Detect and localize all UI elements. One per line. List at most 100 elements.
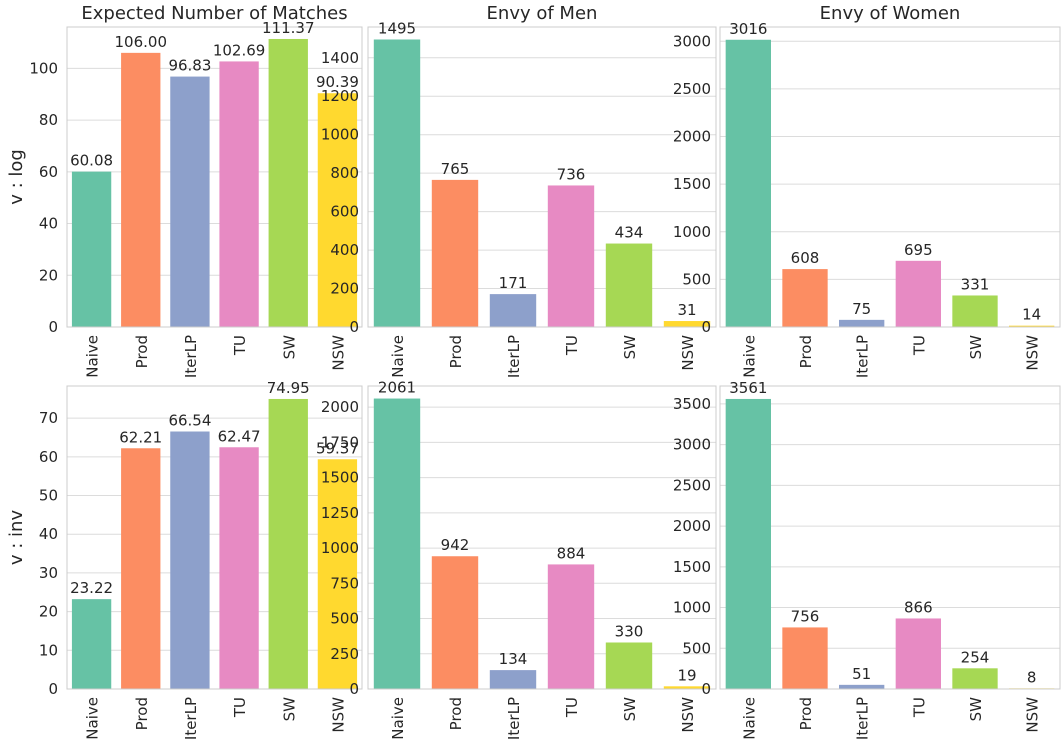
- x-tick-label: SW: [967, 335, 985, 360]
- axes-frame: [367, 385, 717, 690]
- bar-nsw: [663, 686, 711, 689]
- y-tick-label: 0: [349, 680, 359, 698]
- y-tick-label: 20: [39, 603, 58, 621]
- data-label: 106.00: [115, 33, 168, 51]
- y-tick-label: 2500: [673, 80, 711, 98]
- bar-nsw: [317, 459, 358, 689]
- axes-frame: [719, 385, 1061, 690]
- y-tick-label: 60: [39, 448, 58, 466]
- y-tick-label: 1000: [321, 539, 359, 557]
- data-label: 75: [852, 300, 871, 318]
- bar-sw: [952, 295, 998, 327]
- y-tick-label: 100: [29, 59, 58, 77]
- bar-prod: [431, 179, 479, 327]
- data-label: 60.08: [70, 152, 113, 170]
- x-tick-label: NSW: [1024, 697, 1042, 733]
- axes-frame: [66, 26, 363, 328]
- bar-nsw: [1009, 325, 1055, 327]
- bar-nsw: [317, 93, 358, 327]
- bar-naive: [373, 39, 421, 327]
- x-tick-label: Naive: [740, 697, 758, 740]
- y-tick-label: 1500: [673, 558, 711, 576]
- y-tick-label: 2000: [321, 398, 359, 416]
- bar-naive: [373, 398, 421, 689]
- data-label: 102.69: [213, 41, 266, 59]
- bar-sw: [605, 642, 653, 689]
- bar-iterlp: [170, 76, 210, 328]
- data-label: 134: [499, 650, 528, 668]
- y-tick-label: 2500: [673, 476, 711, 494]
- y-tick-label: 1000: [673, 599, 711, 617]
- x-tick-label: NSW: [329, 335, 347, 371]
- y-tick-label: 0: [701, 318, 711, 336]
- bar-iterlp: [489, 670, 537, 689]
- subplot-title: Expected Number of Matches: [81, 3, 347, 24]
- y-tick-label: 0: [701, 680, 711, 698]
- x-tick-label: NSW: [329, 697, 347, 733]
- bar-sw: [268, 38, 308, 328]
- x-tick-label: TU: [910, 697, 928, 718]
- bar-naive: [725, 398, 771, 689]
- bar-iterlp: [489, 294, 537, 327]
- x-tick-label: TU: [231, 335, 249, 356]
- y-tick-label: 1400: [321, 49, 359, 67]
- x-tick-label: NSW: [679, 697, 697, 733]
- data-label: 434: [615, 224, 644, 242]
- x-tick-label: Prod: [797, 697, 815, 730]
- y-tick-label: 500: [682, 270, 711, 288]
- x-tick-label: IterLP: [182, 697, 200, 740]
- x-tick-label: SW: [280, 697, 298, 722]
- x-tick-label: Prod: [133, 335, 151, 368]
- data-label: 96.83: [168, 57, 211, 75]
- bar-tu: [547, 564, 595, 689]
- y-tick-label: 0: [48, 318, 58, 336]
- data-label: 254: [961, 648, 990, 666]
- x-tick-label: Prod: [797, 335, 815, 368]
- bar-iterlp: [839, 319, 885, 327]
- y-tick-label: 250: [330, 645, 359, 663]
- bar-prod: [782, 269, 828, 327]
- y-tick-label: 1000: [321, 126, 359, 144]
- bar-iterlp: [170, 431, 210, 689]
- subplot-6: 0 500 1000 1500 2000 2500 3000 3500 Naive Prod Ite…: [673, 379, 1061, 740]
- data-label: 8: [1027, 668, 1037, 686]
- x-tick-label: TU: [563, 697, 581, 718]
- x-tick-label: Prod: [447, 697, 465, 730]
- bar-naive: [71, 171, 112, 327]
- axes-frame: [719, 26, 1061, 328]
- y-tick-label: 400: [330, 241, 359, 259]
- data-label: 14: [1022, 306, 1041, 324]
- x-tick-label: TU: [563, 335, 581, 356]
- x-tick-label: Naive: [389, 697, 407, 740]
- subplot-3: 0 500 1000 1500 2000 2500 3000 Naive Prod IterLP T…: [673, 3, 1061, 378]
- data-label: 51: [852, 665, 871, 683]
- y-tick-label: 2000: [673, 517, 711, 535]
- y-tick-label: 600: [330, 203, 359, 221]
- y-tick-label: 800: [330, 164, 359, 182]
- y-tick-label: 20: [39, 266, 58, 284]
- x-tick-label: IterLP: [505, 335, 523, 378]
- data-label: 1495: [378, 20, 416, 38]
- y-tick-label: 3500: [673, 395, 711, 413]
- bar-tu: [895, 260, 941, 327]
- x-tick-label: Naive: [84, 335, 102, 378]
- y-tick-label: 1500: [673, 175, 711, 193]
- data-label: 74.95: [267, 379, 310, 397]
- data-label: 3016: [729, 20, 767, 38]
- subplot-5: 0 250 500 750 1000 1250 1500 1750 2000 Naive Prod I…: [321, 379, 717, 740]
- y-tick-label: 500: [682, 639, 711, 657]
- bar-prod: [431, 556, 479, 689]
- x-tick-label: TU: [231, 697, 249, 718]
- y-tick-label: 3000: [673, 32, 711, 50]
- x-tick-label: IterLP: [854, 697, 872, 740]
- y-tick-label: 40: [39, 215, 58, 233]
- y-tick-label: 40: [39, 525, 58, 543]
- x-tick-label: Naive: [84, 697, 102, 740]
- subplot-2: 0 200 400 600 800 1000 1200 1400 Naive Prod IterLP…: [321, 3, 717, 378]
- y-axis-label: v : log: [6, 149, 27, 205]
- y-tick-label: 0: [349, 318, 359, 336]
- x-tick-label: SW: [280, 335, 298, 360]
- data-label: 31: [677, 301, 696, 319]
- x-tick-label: Prod: [447, 335, 465, 368]
